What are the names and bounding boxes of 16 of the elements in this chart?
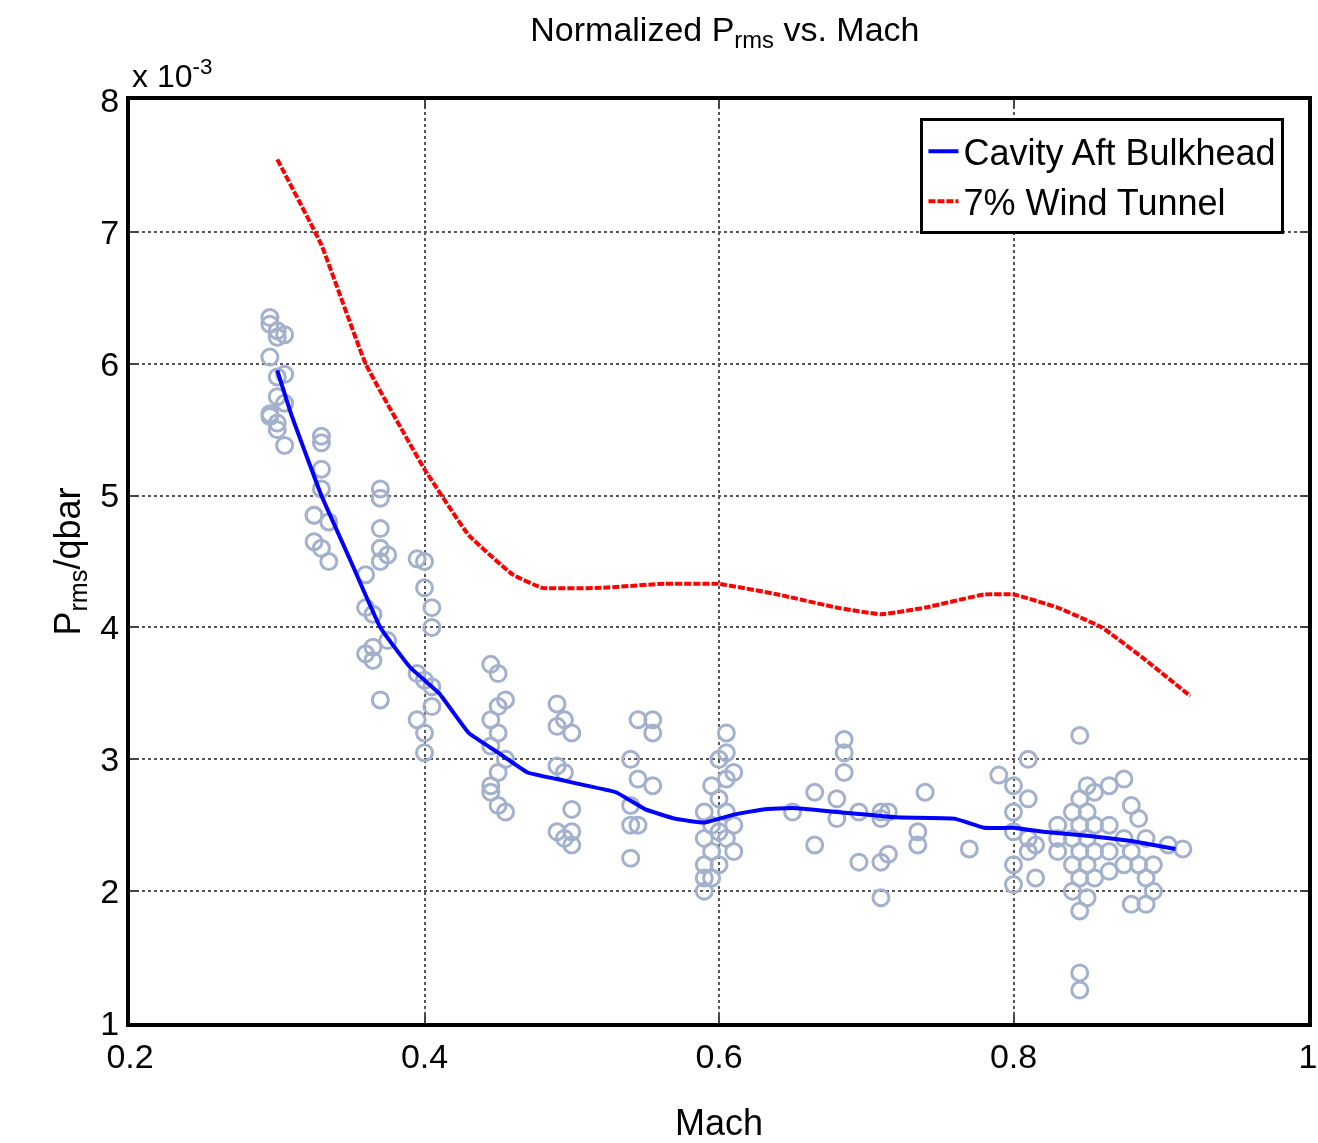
text: x 10$^{-3}$ [132,54,213,95]
chart-title: Normalized P$_{rms}$ vs. Mach [530,9,920,54]
y-tick-label: 4 [100,608,120,647]
legend-label: Cavity Aft Bulkhead [963,132,1276,174]
y-tick-label: 2 [100,872,120,911]
x-tick-label: 0.4 [400,1036,449,1075]
x-tick-label: 0.8 [989,1036,1038,1075]
x-tick-label: 0.6 [695,1036,743,1075]
y-tick-label: 8 [100,80,120,119]
x-axis-title: Mach [674,1102,764,1143]
y-tick-label: 3 [100,740,120,779]
x-tick-label: 1 [1298,1036,1318,1075]
y-tick-label: 6 [100,344,120,383]
y-tick-label: 7 [100,212,120,251]
legend-label: 7% Wind Tunnel [963,182,1226,224]
y-tick-label: 5 [100,476,120,515]
